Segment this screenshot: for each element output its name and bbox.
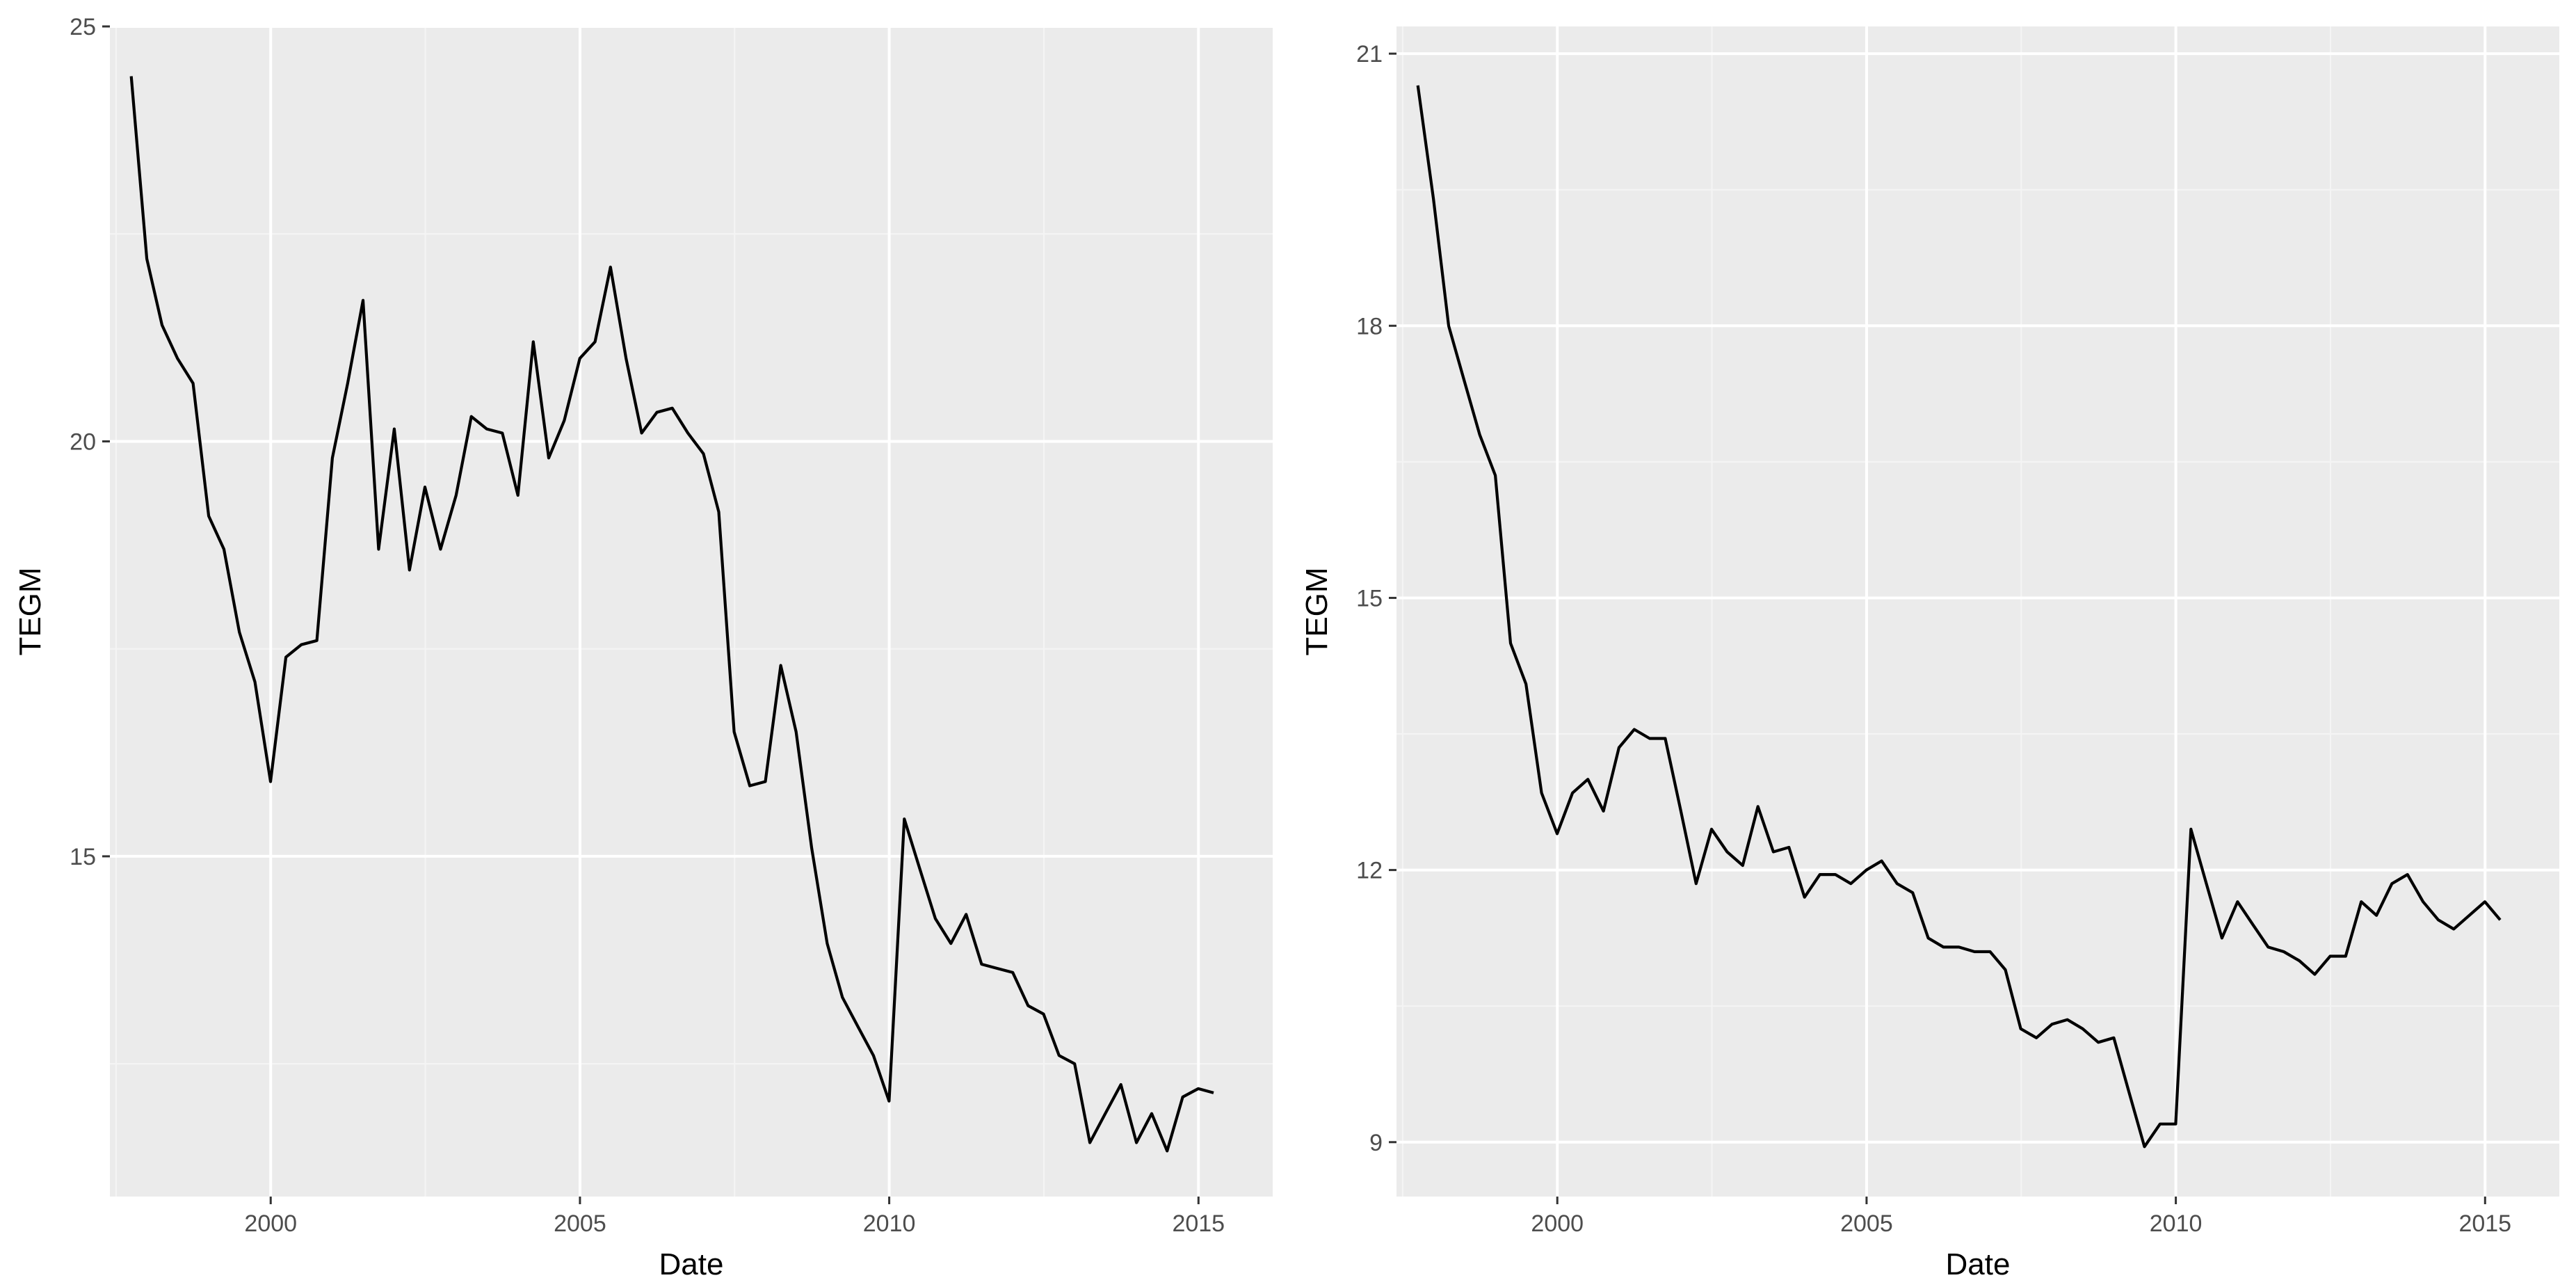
left-y-tick-label: 25: [70, 14, 96, 40]
left-x-axis-title: Date: [659, 1247, 724, 1281]
left-x-tick-label: 2015: [1172, 1210, 1225, 1237]
left-chart-panel: 2000 2005 2010 2015 15 20 25 Date TEGM: [13, 14, 1273, 1281]
right-y-tick-label: 12: [1356, 858, 1383, 884]
right-x-tick-label: 2015: [2458, 1210, 2511, 1237]
right-y-tick-label: 21: [1356, 41, 1383, 67]
left-gridlines: [110, 25, 1273, 1197]
right-y-tick-label: 18: [1356, 313, 1383, 339]
left-y-tick-label: 20: [70, 429, 96, 455]
right-y-axis-title: TEGM: [1300, 567, 1334, 655]
right-gridlines: [1396, 26, 2559, 1197]
left-x-tick-label: 2005: [554, 1210, 606, 1237]
right-x-tick-label: 2005: [1840, 1210, 1893, 1237]
right-axes: 2000 2005 2010 2015 9 12 15 18 21: [1356, 41, 2511, 1237]
left-y-axis-title: TEGM: [13, 567, 47, 655]
right-series-line-0: [1416, 85, 2502, 1149]
left-y-tick-label: 15: [70, 844, 96, 870]
left-plot-background: [110, 26, 1273, 1197]
right-chart-panel: 2000 2005 2010 2015 9 12 15 18 21 Date TEGM: [1300, 26, 2559, 1281]
right-x-tick-label: 2010: [2150, 1210, 2203, 1237]
right-y-tick-label: 9: [1369, 1130, 1383, 1156]
right-x-axis-title: Date: [1946, 1247, 2011, 1281]
left-axes: 2000 2005 2010 2015 15 20 25: [70, 14, 1225, 1237]
right-y-tick-label: 15: [1356, 585, 1383, 611]
right-x-tick-label: 2000: [1531, 1210, 1584, 1237]
left-x-tick-label: 2000: [244, 1210, 297, 1237]
right-plot-background: [1396, 26, 2559, 1197]
left-series-line-0: [129, 76, 1214, 1153]
left-x-tick-label: 2010: [863, 1210, 916, 1237]
